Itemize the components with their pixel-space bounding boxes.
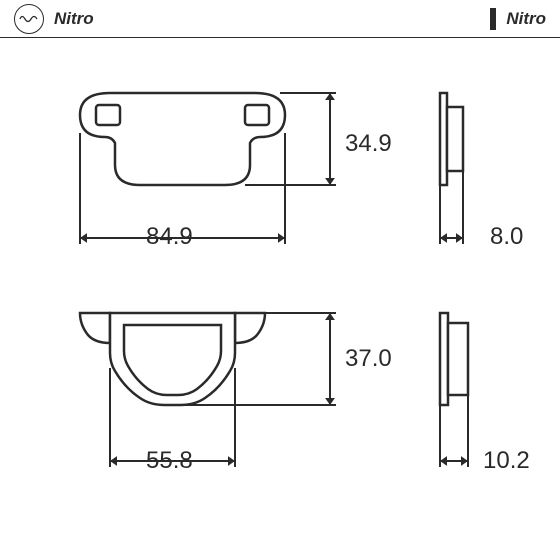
brand-name-left: Nitro — [54, 9, 94, 29]
dim-top-height: 34.9 — [345, 130, 392, 158]
header-right: Nitro — [490, 8, 546, 30]
divider-icon — [490, 8, 496, 30]
dim-top-width: 84.9 — [146, 223, 193, 251]
brand-name-right: Nitro — [506, 9, 546, 29]
dim-top-thickness: 8.0 — [490, 223, 523, 251]
dim-bottom-height: 37.0 — [345, 345, 392, 373]
header-left: Nitro — [14, 4, 94, 34]
dim-bottom-width: 55.8 — [146, 447, 193, 475]
technical-diagram — [0, 38, 560, 560]
header-bar: Nitro Nitro — [0, 0, 560, 38]
brand-logo-icon — [14, 4, 44, 34]
dim-bottom-thickness: 10.2 — [483, 447, 530, 475]
